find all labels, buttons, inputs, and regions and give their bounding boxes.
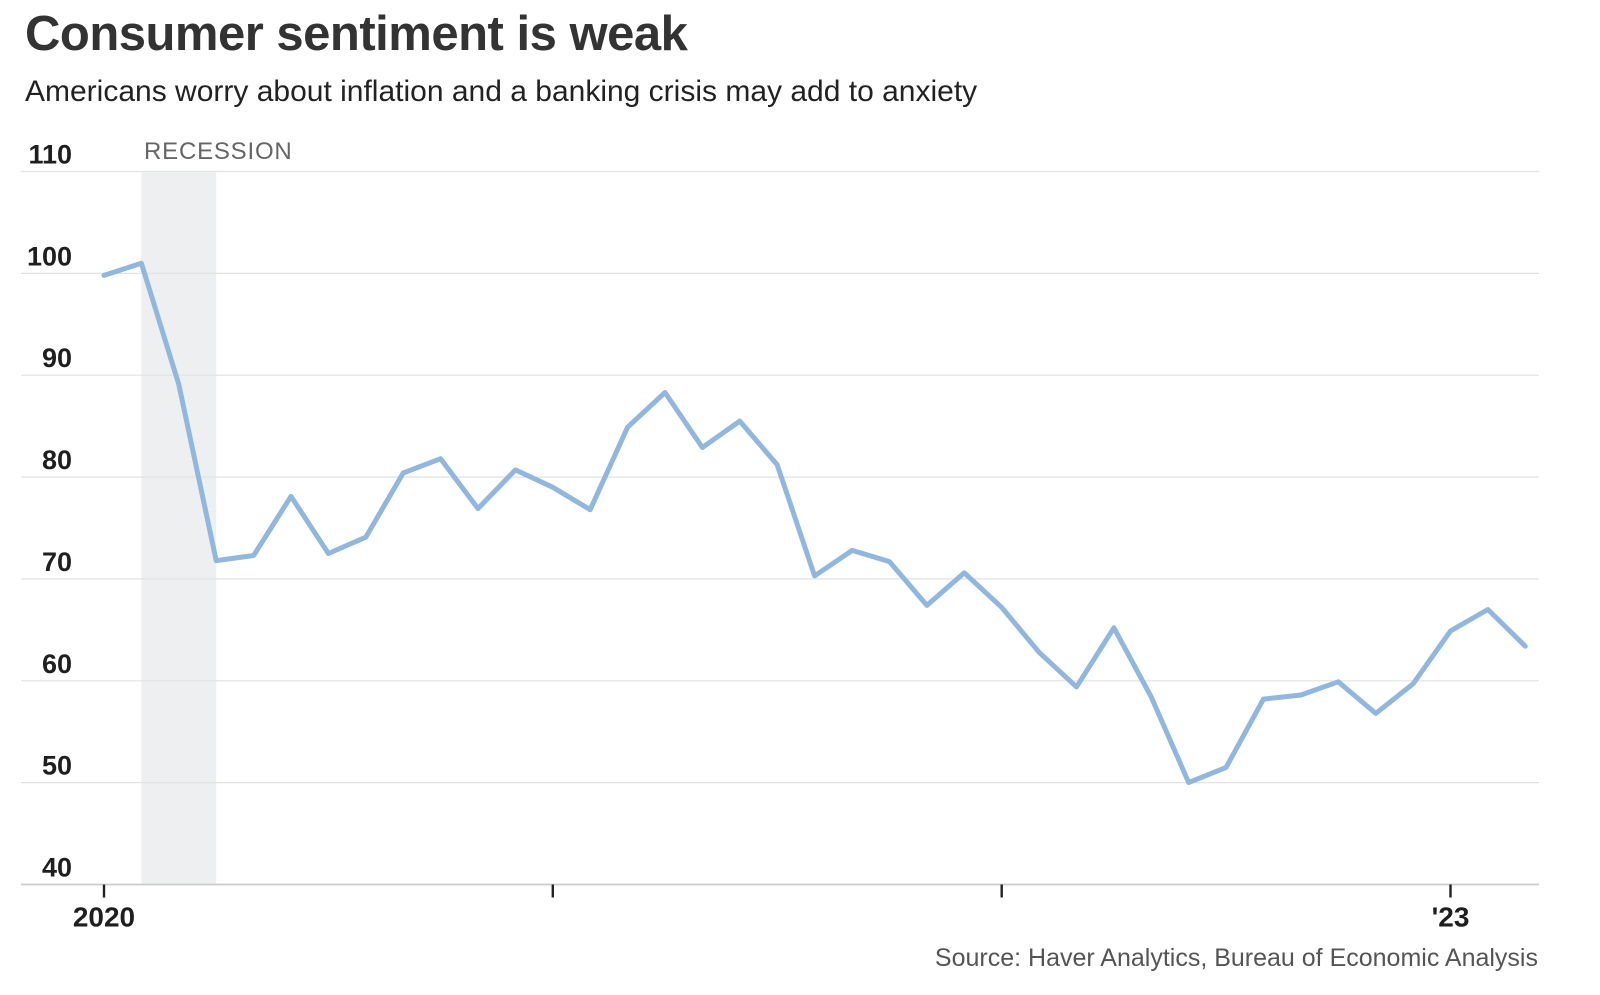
source-credit: Source: Haver Analytics, Bureau of Econo… xyxy=(934,944,1538,972)
y-axis-label-100: 100 xyxy=(27,241,72,271)
x-axis-label-2023-01: '23 xyxy=(1432,902,1470,933)
y-axis-label-70: 70 xyxy=(42,547,72,577)
recession-label: RECESSION xyxy=(144,138,293,165)
chart-subtitle: Americans worry about inflation and a ba… xyxy=(25,75,978,108)
y-axis-label-80: 80 xyxy=(42,445,72,475)
y-axis-label-110: 110 xyxy=(28,140,72,170)
x-axis-label-2020-01: 2020 xyxy=(73,902,135,933)
recession-band xyxy=(141,172,217,885)
y-axis-label-50: 50 xyxy=(42,751,72,781)
y-axis-label-60: 60 xyxy=(42,649,72,679)
y-axis-label-40: 40 xyxy=(42,853,72,883)
sentiment-line xyxy=(101,260,1528,786)
y-axis-label-90: 90 xyxy=(42,343,72,373)
chart-title: Consumer sentiment is weak xyxy=(25,7,688,61)
